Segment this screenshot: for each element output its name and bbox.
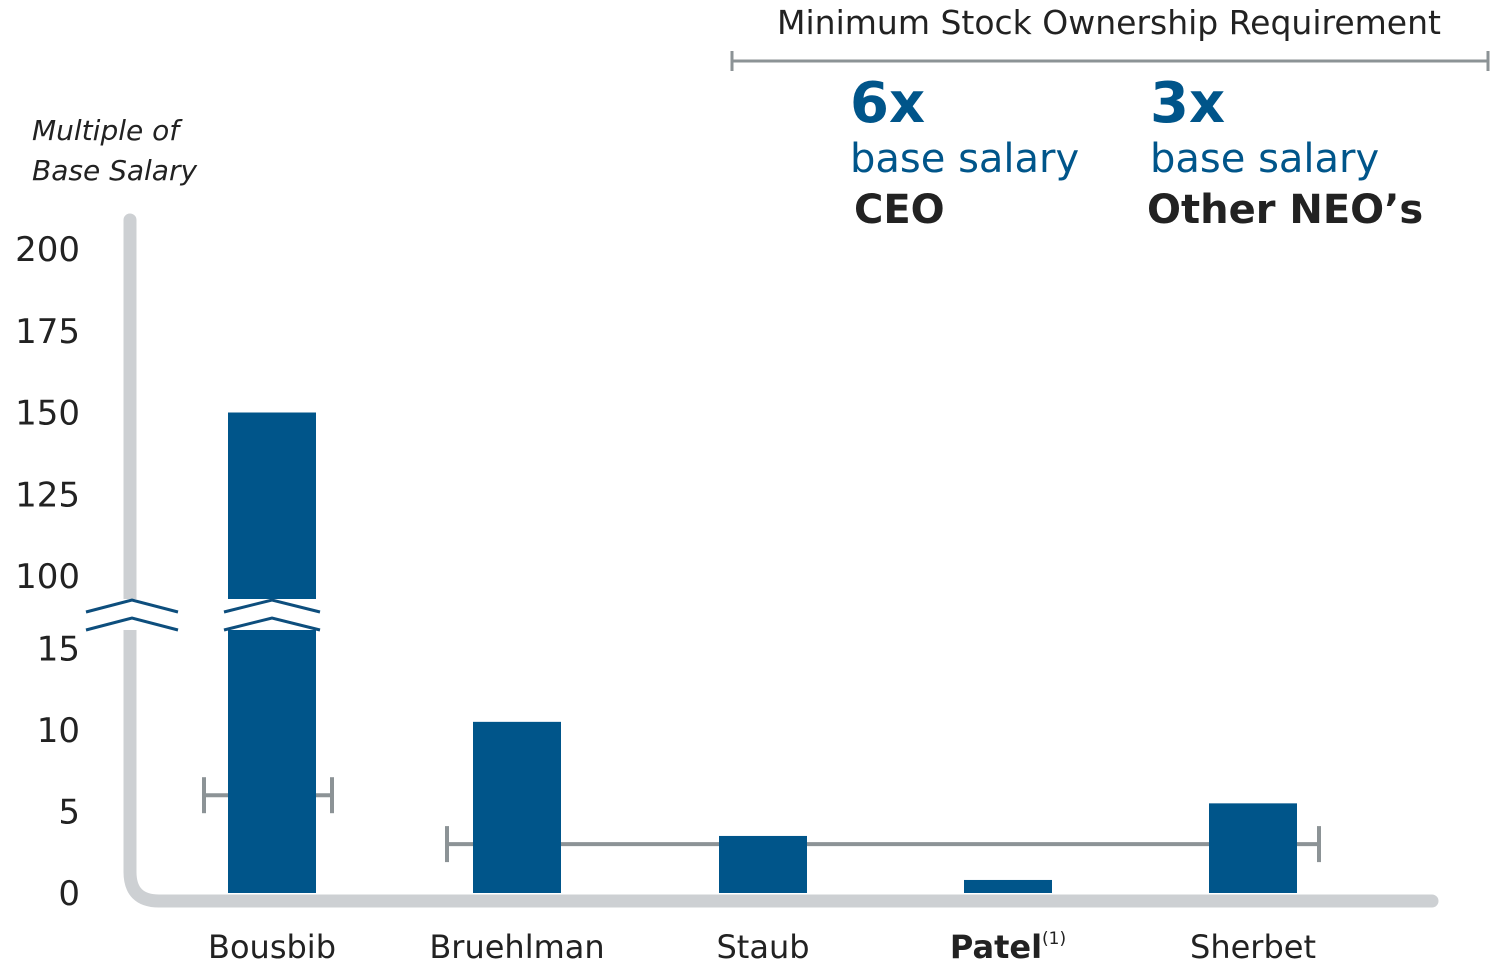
category-name: Bruehlman <box>429 928 604 966</box>
category-name: Patel <box>950 928 1042 966</box>
y-tick-label: 150 <box>15 394 80 434</box>
category-superscript: (1) <box>1042 929 1066 949</box>
y-tick-label: 100 <box>15 557 80 597</box>
requirement-panel: Minimum Stock Ownership Requirement 6x b… <box>730 3 1490 233</box>
neo-multiple: 3x <box>1150 71 1225 136</box>
y-tick-label: 10 <box>37 711 80 751</box>
bar-staub <box>719 835 807 893</box>
y-tick-label: 200 <box>15 230 80 270</box>
x-tick-label: Bruehlman <box>429 928 604 966</box>
x-tick-label: Bousbib <box>208 928 336 966</box>
bars <box>228 412 1297 893</box>
chart-axes <box>123 213 1439 908</box>
neo-role: Other NEO’s <box>1147 187 1423 233</box>
x-tick-label: Staub <box>716 928 809 966</box>
axis-break-mark-top <box>85 598 179 614</box>
neo-base-salary: base salary <box>1150 136 1379 182</box>
category-name: Staub <box>716 928 809 966</box>
y-axis-label-line-2: Base Salary <box>32 154 197 187</box>
y-tick-label: 5 <box>58 793 80 833</box>
ceo-base-salary: base salary <box>850 136 1079 182</box>
axis-breaks <box>85 598 321 632</box>
bar-bousbib <box>228 412 316 893</box>
y-tick-label: 15 <box>37 630 80 670</box>
x-tick-label: Sherbet <box>1190 928 1316 966</box>
bar-bruehlman <box>473 721 561 893</box>
ceo-role: CEO <box>854 187 945 233</box>
requirement-title: Minimum Stock Ownership Requirement <box>777 3 1441 42</box>
bar-sherbet <box>1209 803 1297 893</box>
y-axis-label-line-1: Multiple of <box>32 114 183 147</box>
y-tick-labels: 0 5 10 15 100 125 150 175 200 <box>15 230 80 914</box>
bar-break-mark-bottom <box>223 616 321 632</box>
category-labels: Bousbib Bruehlman Staub Patel(1) Sherbet <box>208 928 1316 966</box>
category-name: Sherbet <box>1190 928 1316 966</box>
y-tick-label: 125 <box>15 475 80 515</box>
axis-break-mark-bottom <box>85 616 179 632</box>
x-tick-label: Patel(1) <box>950 928 1066 966</box>
ceo-multiple: 6x <box>850 71 925 136</box>
bar-patel <box>964 879 1052 893</box>
category-name: Bousbib <box>208 928 336 966</box>
bar-break-mark-top <box>223 598 321 614</box>
y-tick-label: 175 <box>15 312 80 352</box>
y-tick-label: 0 <box>58 874 80 914</box>
axis-break-gap <box>118 599 144 630</box>
